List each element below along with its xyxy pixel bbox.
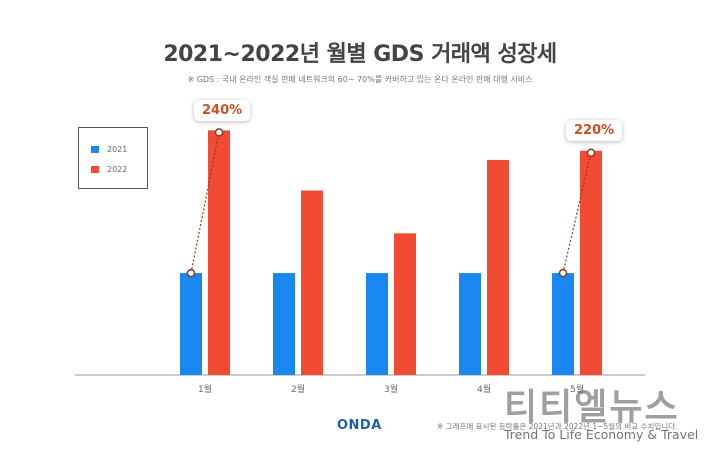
bar-2022-1 — [208, 130, 230, 375]
x-tick-label-5: 5월 — [570, 383, 584, 395]
growth-marker-start-1 — [186, 268, 196, 278]
bar-2021-5 — [552, 273, 574, 375]
onda-logo: ONDA — [337, 418, 382, 433]
bar-2021-2 — [273, 273, 295, 375]
chart-title: 2021~2022년 월별 GDS 거래액 성장세 — [163, 42, 557, 67]
legend-item-2022: 2022 — [91, 165, 127, 174]
legend-label-2021: 2021 — [107, 145, 128, 154]
bar-2022-2 — [301, 190, 323, 375]
bar-2021-4 — [459, 273, 481, 375]
watermark-tagline: Trend To Life Economy & Travel — [504, 427, 699, 442]
bar-2021-3 — [366, 273, 388, 375]
x-tick-label-3: 3월 — [384, 383, 398, 395]
growth-connector-2 — [562, 152, 592, 274]
legend-label-2022: 2022 — [107, 165, 128, 174]
footnote: ※ 그래프에 표시된 등락률은 2021년과 2022년 1~5월의 비교 수치… — [437, 422, 678, 431]
bar-2022-5 — [580, 150, 602, 375]
watermark-title: 티티엘뉴스 — [504, 387, 680, 428]
legend-item-2021: 2021 — [91, 145, 127, 154]
legend-swatch-2022 — [91, 166, 99, 173]
x-tick-label-4: 4월 — [477, 383, 491, 395]
legend: 2021 2022 — [78, 127, 148, 189]
chart-subtitle: ※ GDS : 국내 온라인 객실 판매 네트워크의 60~ 70%를 커버하고… — [187, 75, 533, 84]
legend-swatch-2021 — [91, 146, 99, 153]
bar-2022-3 — [394, 233, 416, 375]
growth-marker-end-1 — [214, 128, 224, 137]
callout-may: 220% — [566, 120, 623, 141]
growth-marker-end-2 — [586, 148, 596, 158]
growth-marker-start-2 — [558, 268, 568, 278]
x-tick-label-2: 2월 — [291, 383, 305, 395]
callout-jan: 240% — [194, 100, 251, 121]
bar-2022-4 — [487, 159, 509, 375]
bar-2021-1 — [180, 273, 202, 375]
x-tick-label-1: 1월 — [198, 383, 212, 395]
